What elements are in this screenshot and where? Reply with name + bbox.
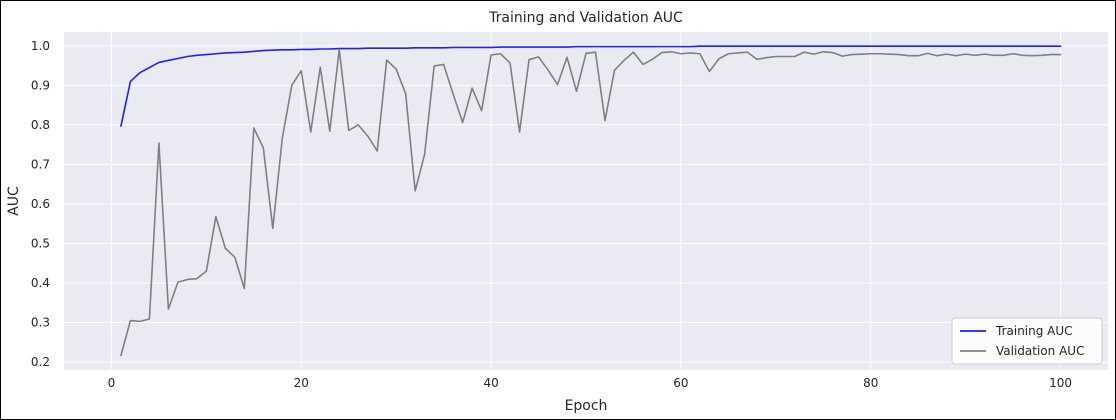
x-tick-label: 20 [294,376,309,390]
x-tick-label: 100 [1049,376,1072,390]
y-tick-label: 1.0 [31,39,50,53]
x-tick-label: 0 [108,376,116,390]
grid-lines [64,32,1108,370]
x-tick-label: 40 [483,376,498,390]
x-axis-label: Epoch [565,398,608,414]
legend-box [951,317,1103,365]
y-tick-label: 0.4 [31,276,50,290]
legend: Training AUC Validation AUC [951,317,1103,365]
legend-label-training-auc: Training AUC [995,324,1073,338]
y-tick-label: 0.9 [31,78,50,92]
y-tick-label: 0.6 [31,197,50,211]
x-tick-label: 60 [673,376,688,390]
tick-labels: 0 20 40 60 80 100 0.2 0.3 0.4 0.5 0.6 0.7 0.8 0.9 1.0 [31,39,1072,390]
y-axis-label: AUC [6,186,22,216]
validation-auc-line [120,48,1062,357]
series-lines [120,45,1062,357]
chart-title: Training and Validation AUC [488,10,683,26]
y-tick-label: 0.5 [31,236,50,250]
y-tick-label: 0.3 [31,316,50,330]
y-tick-label: 0.8 [31,118,50,132]
plot-area [64,32,1108,370]
x-tick-label: 80 [863,376,878,390]
legend-label-validation-auc: Validation AUC [996,344,1084,358]
y-tick-label: 0.7 [31,157,50,171]
training-auc-line [120,45,1062,127]
y-tick-label: 0.2 [31,355,50,369]
